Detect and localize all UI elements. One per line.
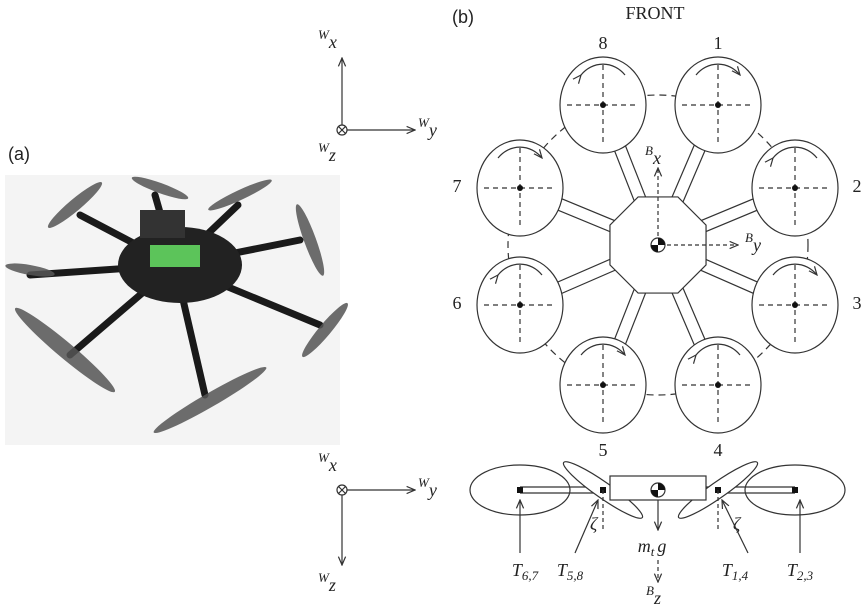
frame-letter: W bbox=[318, 140, 330, 155]
panel-label: (a) bbox=[8, 144, 30, 164]
axis-letter: z bbox=[328, 145, 336, 165]
rotor-hub bbox=[792, 185, 798, 191]
frame-letter: W bbox=[318, 27, 330, 42]
rotor-number: 8 bbox=[599, 33, 608, 53]
tilt-angle: ζ bbox=[590, 514, 599, 534]
weight-label: mt g bbox=[638, 536, 667, 559]
thrust-label: T6,7 bbox=[512, 560, 539, 583]
line bbox=[574, 500, 598, 554]
symbol: m bbox=[638, 536, 651, 556]
line bbox=[722, 500, 749, 554]
frame-letter: B bbox=[646, 583, 654, 598]
rotor-side bbox=[744, 464, 846, 516]
axis-letter: y bbox=[427, 480, 437, 500]
rotor-number: 2 bbox=[853, 176, 862, 196]
line bbox=[338, 486, 346, 494]
rotor-number: 7 bbox=[453, 176, 462, 196]
symbol: T bbox=[512, 560, 524, 580]
subscript: t bbox=[651, 544, 655, 559]
axis-letter: x bbox=[652, 148, 661, 168]
frame-letter: W bbox=[318, 570, 330, 585]
tilt-angle: ζ bbox=[733, 514, 742, 534]
spin-arrow bbox=[497, 146, 542, 158]
axis-label: Wx bbox=[318, 450, 337, 475]
axis-label: Wz bbox=[318, 570, 336, 595]
frame-letter: B bbox=[745, 230, 753, 245]
spin-arrow bbox=[498, 263, 543, 275]
axis-label: Wx bbox=[318, 27, 337, 52]
rotor-hub bbox=[792, 302, 798, 308]
rotor-hub bbox=[517, 185, 523, 191]
symbol: T bbox=[787, 560, 799, 580]
axis-letter: y bbox=[751, 235, 761, 255]
spin-arrow bbox=[581, 63, 626, 75]
axis-label: By bbox=[745, 230, 761, 255]
axis-letter: x bbox=[328, 455, 337, 475]
axis-label: Bx bbox=[645, 143, 661, 168]
spin-arrow bbox=[773, 146, 818, 158]
spin-arrow bbox=[580, 343, 625, 355]
axis-label: Wz bbox=[318, 140, 336, 165]
rotor-number: 4 bbox=[714, 440, 723, 460]
thrust-label: T2,3 bbox=[787, 560, 814, 583]
hub bbox=[517, 487, 523, 493]
axis-letter: z bbox=[653, 588, 661, 608]
dashed-ring bbox=[507, 94, 809, 396]
thrust-label: T1,4 bbox=[722, 560, 749, 583]
hub bbox=[792, 487, 798, 493]
subscript: 1,4 bbox=[732, 568, 749, 583]
subscript: 5,8 bbox=[567, 568, 584, 583]
subscript: 2,3 bbox=[797, 568, 814, 583]
rotor-hub bbox=[600, 382, 606, 388]
axis-letter: y bbox=[427, 120, 437, 140]
suffix: g bbox=[657, 536, 666, 556]
rotor-hub bbox=[715, 102, 721, 108]
axis-letter: z bbox=[328, 575, 336, 595]
frame-letter: W bbox=[418, 115, 430, 130]
line bbox=[338, 126, 346, 134]
frame-letter: B bbox=[645, 143, 653, 158]
rotor-number: 3 bbox=[853, 293, 862, 313]
rotor-hub bbox=[715, 382, 721, 388]
panel-label: (b) bbox=[452, 7, 474, 27]
axis-label: Wy bbox=[418, 115, 437, 140]
thrust-label: T5,8 bbox=[557, 560, 584, 583]
drone-photo bbox=[5, 175, 348, 445]
spin-arrow bbox=[696, 343, 741, 355]
rotor-number: 5 bbox=[599, 440, 608, 460]
rotor-number: 6 bbox=[453, 293, 462, 313]
symbol: T bbox=[557, 560, 569, 580]
symbol: T bbox=[722, 560, 734, 580]
axis-letter: x bbox=[328, 32, 337, 52]
cog-fill bbox=[651, 483, 665, 497]
frame-letter: W bbox=[318, 450, 330, 465]
spin-arrow bbox=[772, 263, 817, 275]
front-label: FRONT bbox=[625, 3, 684, 23]
rotor-number: 1 bbox=[714, 33, 723, 53]
spin-arrow bbox=[695, 63, 740, 75]
rotor-hub bbox=[600, 102, 606, 108]
frame-letter: W bbox=[418, 475, 430, 490]
axis-label: Wy bbox=[418, 475, 437, 500]
cog-fill bbox=[651, 238, 665, 252]
rotor-hub bbox=[517, 302, 523, 308]
axis-label: Bz bbox=[646, 583, 661, 608]
subscript: 6,7 bbox=[522, 568, 539, 583]
